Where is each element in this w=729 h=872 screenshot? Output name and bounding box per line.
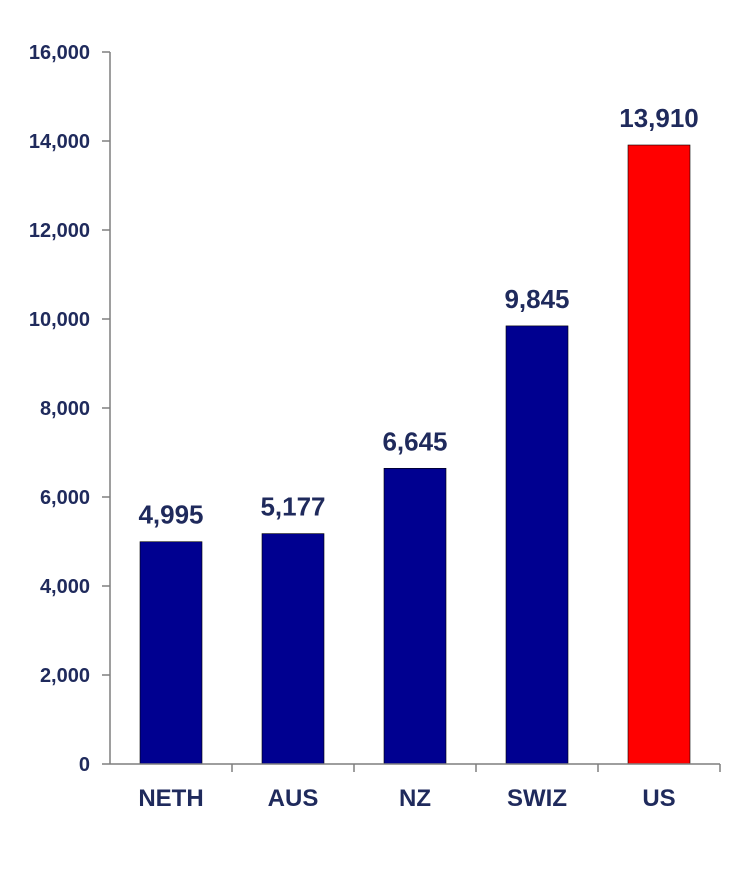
data-labels: 4,995 5,177 6,645 9,845 13,910 <box>138 103 698 530</box>
y-tick-label: 6,000 <box>40 487 90 509</box>
data-label-nz: 6,645 <box>382 426 447 456</box>
x-axis-categories: NETH AUS NZ SWIZ US <box>138 764 721 812</box>
y-tick-label: 2,000 <box>40 665 90 687</box>
bar-swiz <box>505 325 569 765</box>
x-category-label-nz: NZ <box>399 785 431 812</box>
bar-nz <box>383 467 447 765</box>
y-axis-ticks: 0 2,000 4,000 6,000 8,000 10,000 12,000 14,000 1… <box>29 42 110 776</box>
bars <box>139 144 691 765</box>
y-tick-label: 8,000 <box>40 398 90 420</box>
y-tick-label: 12,000 <box>29 220 90 242</box>
x-category-label-aus: AUS <box>268 785 319 812</box>
y-tick-label: 0 <box>79 754 90 776</box>
y-tick-label: 4,000 <box>40 576 90 598</box>
data-label-swiz: 9,845 <box>504 284 569 314</box>
bar-aus <box>261 533 325 765</box>
data-label-aus: 5,177 <box>260 492 325 522</box>
x-category-label-neth: NETH <box>138 785 203 812</box>
data-label-neth: 4,995 <box>138 500 203 530</box>
x-category-label-swiz: SWIZ <box>507 785 567 812</box>
bar-us <box>627 144 691 765</box>
y-tick-label: 14,000 <box>29 131 90 153</box>
bar-neth <box>139 541 203 765</box>
x-category-label-us: US <box>642 785 675 812</box>
y-tick-label: 10,000 <box>29 309 90 331</box>
y-tick-label: 16,000 <box>29 42 90 64</box>
data-label-us: 13,910 <box>619 103 699 133</box>
